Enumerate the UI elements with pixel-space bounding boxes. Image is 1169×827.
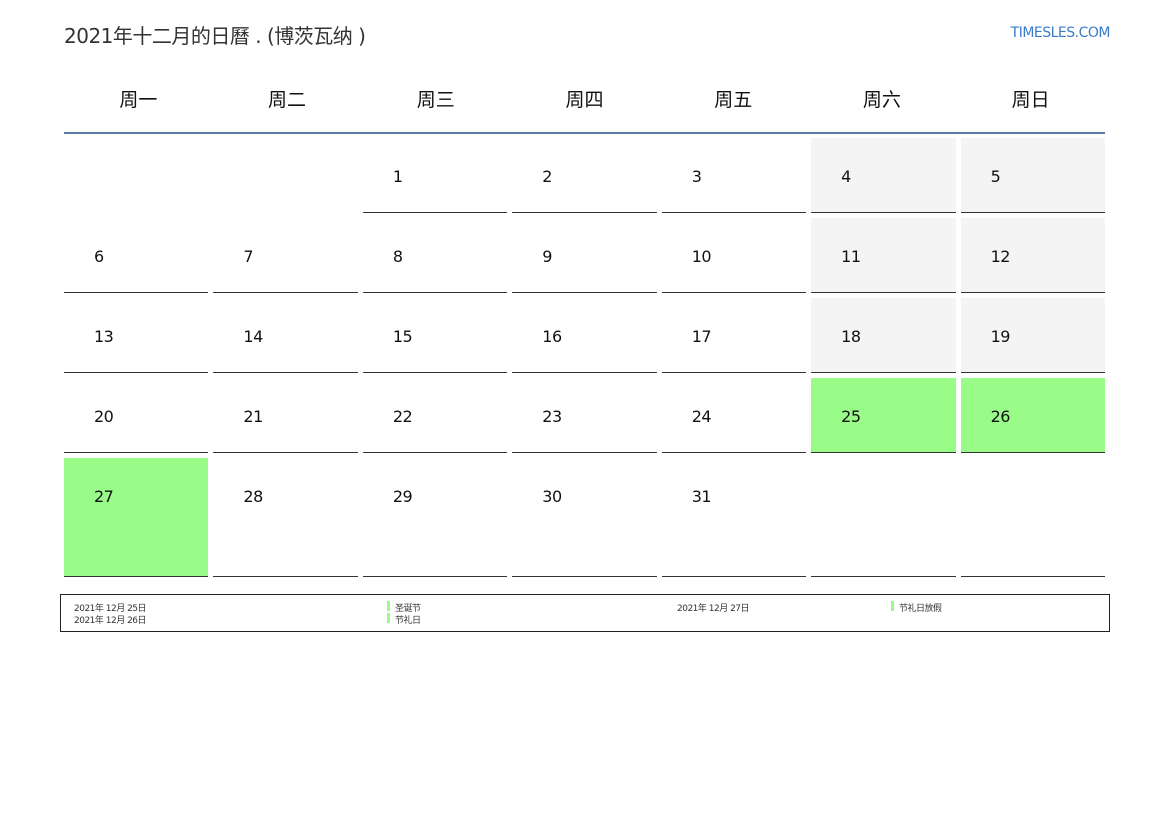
holiday-legend: 2021年 12月 25日 2021年 12月 26日 圣诞节 节礼日 2021… bbox=[60, 594, 1110, 632]
day-cell[interactable]: 23 bbox=[512, 378, 657, 453]
day-cell[interactable]: 6 bbox=[64, 218, 209, 293]
day-cell[interactable]: 9 bbox=[512, 218, 657, 293]
day-cell[interactable]: 1 bbox=[362, 138, 508, 213]
day-cell[interactable]: 28 bbox=[213, 458, 358, 577]
weekday-label: 周五 bbox=[714, 89, 753, 111]
empty-cell bbox=[64, 138, 208, 213]
day-number: 19 bbox=[990, 327, 1011, 346]
day-cell[interactable]: 19 bbox=[960, 298, 1105, 373]
day-number: 3 bbox=[691, 167, 702, 186]
day-number: 8 bbox=[392, 247, 403, 266]
day-number: 16 bbox=[542, 327, 562, 346]
site-logo-link[interactable]: TIMESLES.COM bbox=[1010, 25, 1111, 41]
weekday-label: 周四 bbox=[565, 89, 604, 111]
day-number: 30 bbox=[542, 487, 562, 506]
legend-holiday-name: 圣诞节 bbox=[395, 604, 421, 614]
weekday-header: 周一 周二 周三 周四 周五 周六 周日 bbox=[64, 70, 1105, 134]
day-number: 9 bbox=[542, 247, 552, 266]
legend-date: 2021年 12月 27日 bbox=[677, 604, 750, 614]
day-number: 2 bbox=[542, 167, 552, 186]
day-cell[interactable]: 26 bbox=[960, 378, 1105, 453]
day-number: 18 bbox=[841, 327, 861, 346]
day-cell[interactable]: 27 bbox=[64, 458, 209, 577]
day-number: 6 bbox=[94, 247, 104, 266]
day-number: 5 bbox=[990, 167, 1001, 186]
day-cell[interactable]: 31 bbox=[661, 458, 807, 577]
day-cell[interactable]: 3 bbox=[661, 138, 807, 213]
weekday-label: 周二 bbox=[268, 89, 307, 111]
day-number: 31 bbox=[691, 487, 712, 506]
day-number: 24 bbox=[691, 407, 712, 426]
day-cell[interactable]: 12 bbox=[960, 218, 1105, 293]
page-title: 2021年十二月的日曆 . (博茨瓦纳 ) bbox=[64, 24, 366, 48]
legend-holiday-name: 节礼日放假 bbox=[899, 604, 942, 614]
day-cell[interactable]: 10 bbox=[661, 218, 807, 293]
day-number: 1 bbox=[392, 167, 403, 186]
day-cell[interactable]: 17 bbox=[661, 298, 807, 373]
day-number: 11 bbox=[841, 247, 861, 266]
day-cell[interactable]: 18 bbox=[811, 298, 956, 373]
day-number: 10 bbox=[691, 247, 712, 266]
holiday-color-marker bbox=[387, 613, 390, 623]
day-cell[interactable]: 5 bbox=[960, 138, 1105, 213]
day-cell[interactable]: 16 bbox=[512, 298, 657, 373]
day-number: 26 bbox=[990, 407, 1011, 426]
day-cell[interactable]: 15 bbox=[362, 298, 508, 373]
day-number: 15 bbox=[392, 327, 413, 346]
day-cell[interactable]: 4 bbox=[811, 138, 956, 213]
day-number: 25 bbox=[841, 407, 861, 426]
day-cell[interactable]: 30 bbox=[512, 458, 657, 577]
day-number: 7 bbox=[243, 247, 254, 266]
calendar-grid: 1 2 3 4 5 6 7 8 9 10 11 12 13 14 15 16 17 18 19 20 21 22 23 24 2… bbox=[64, 138, 1105, 577]
day-cell[interactable]: 11 bbox=[811, 218, 956, 293]
empty-cell bbox=[960, 458, 1105, 577]
weekday-label: 周三 bbox=[416, 89, 455, 111]
day-number: 27 bbox=[94, 487, 114, 506]
weekday-label: 周六 bbox=[862, 89, 901, 111]
empty-cell bbox=[213, 138, 357, 213]
day-number: 12 bbox=[990, 247, 1011, 266]
day-cell[interactable]: 25 bbox=[811, 378, 956, 453]
legend-date: 2021年 12月 25日 bbox=[74, 604, 147, 614]
day-number: 4 bbox=[841, 167, 851, 186]
weekday-label: 周一 bbox=[119, 89, 158, 111]
day-number: 22 bbox=[392, 407, 413, 426]
legend-date: 2021年 12月 26日 bbox=[74, 616, 147, 626]
day-cell[interactable]: 24 bbox=[661, 378, 807, 453]
day-number: 21 bbox=[243, 407, 263, 426]
day-cell[interactable]: 29 bbox=[362, 458, 508, 577]
day-number: 14 bbox=[243, 327, 263, 346]
weekday-label: 周日 bbox=[1011, 89, 1050, 111]
day-cell[interactable]: 2 bbox=[512, 138, 657, 213]
day-cell[interactable]: 22 bbox=[362, 378, 508, 453]
day-number: 13 bbox=[94, 327, 114, 346]
day-cell[interactable]: 14 bbox=[213, 298, 358, 373]
empty-cell bbox=[811, 458, 956, 577]
day-number: 17 bbox=[691, 327, 712, 346]
day-number: 28 bbox=[243, 487, 263, 506]
day-number: 20 bbox=[94, 407, 114, 426]
day-cell[interactable]: 21 bbox=[213, 378, 358, 453]
day-number: 23 bbox=[542, 407, 562, 426]
legend-holiday-name: 节礼日 bbox=[395, 616, 421, 626]
day-cell[interactable]: 7 bbox=[213, 218, 358, 293]
day-cell[interactable]: 8 bbox=[362, 218, 508, 293]
day-number: 29 bbox=[392, 487, 413, 506]
day-cell[interactable]: 20 bbox=[64, 378, 209, 453]
holiday-color-marker bbox=[387, 601, 390, 611]
day-cell[interactable]: 13 bbox=[64, 298, 209, 373]
holiday-color-marker bbox=[891, 601, 894, 611]
